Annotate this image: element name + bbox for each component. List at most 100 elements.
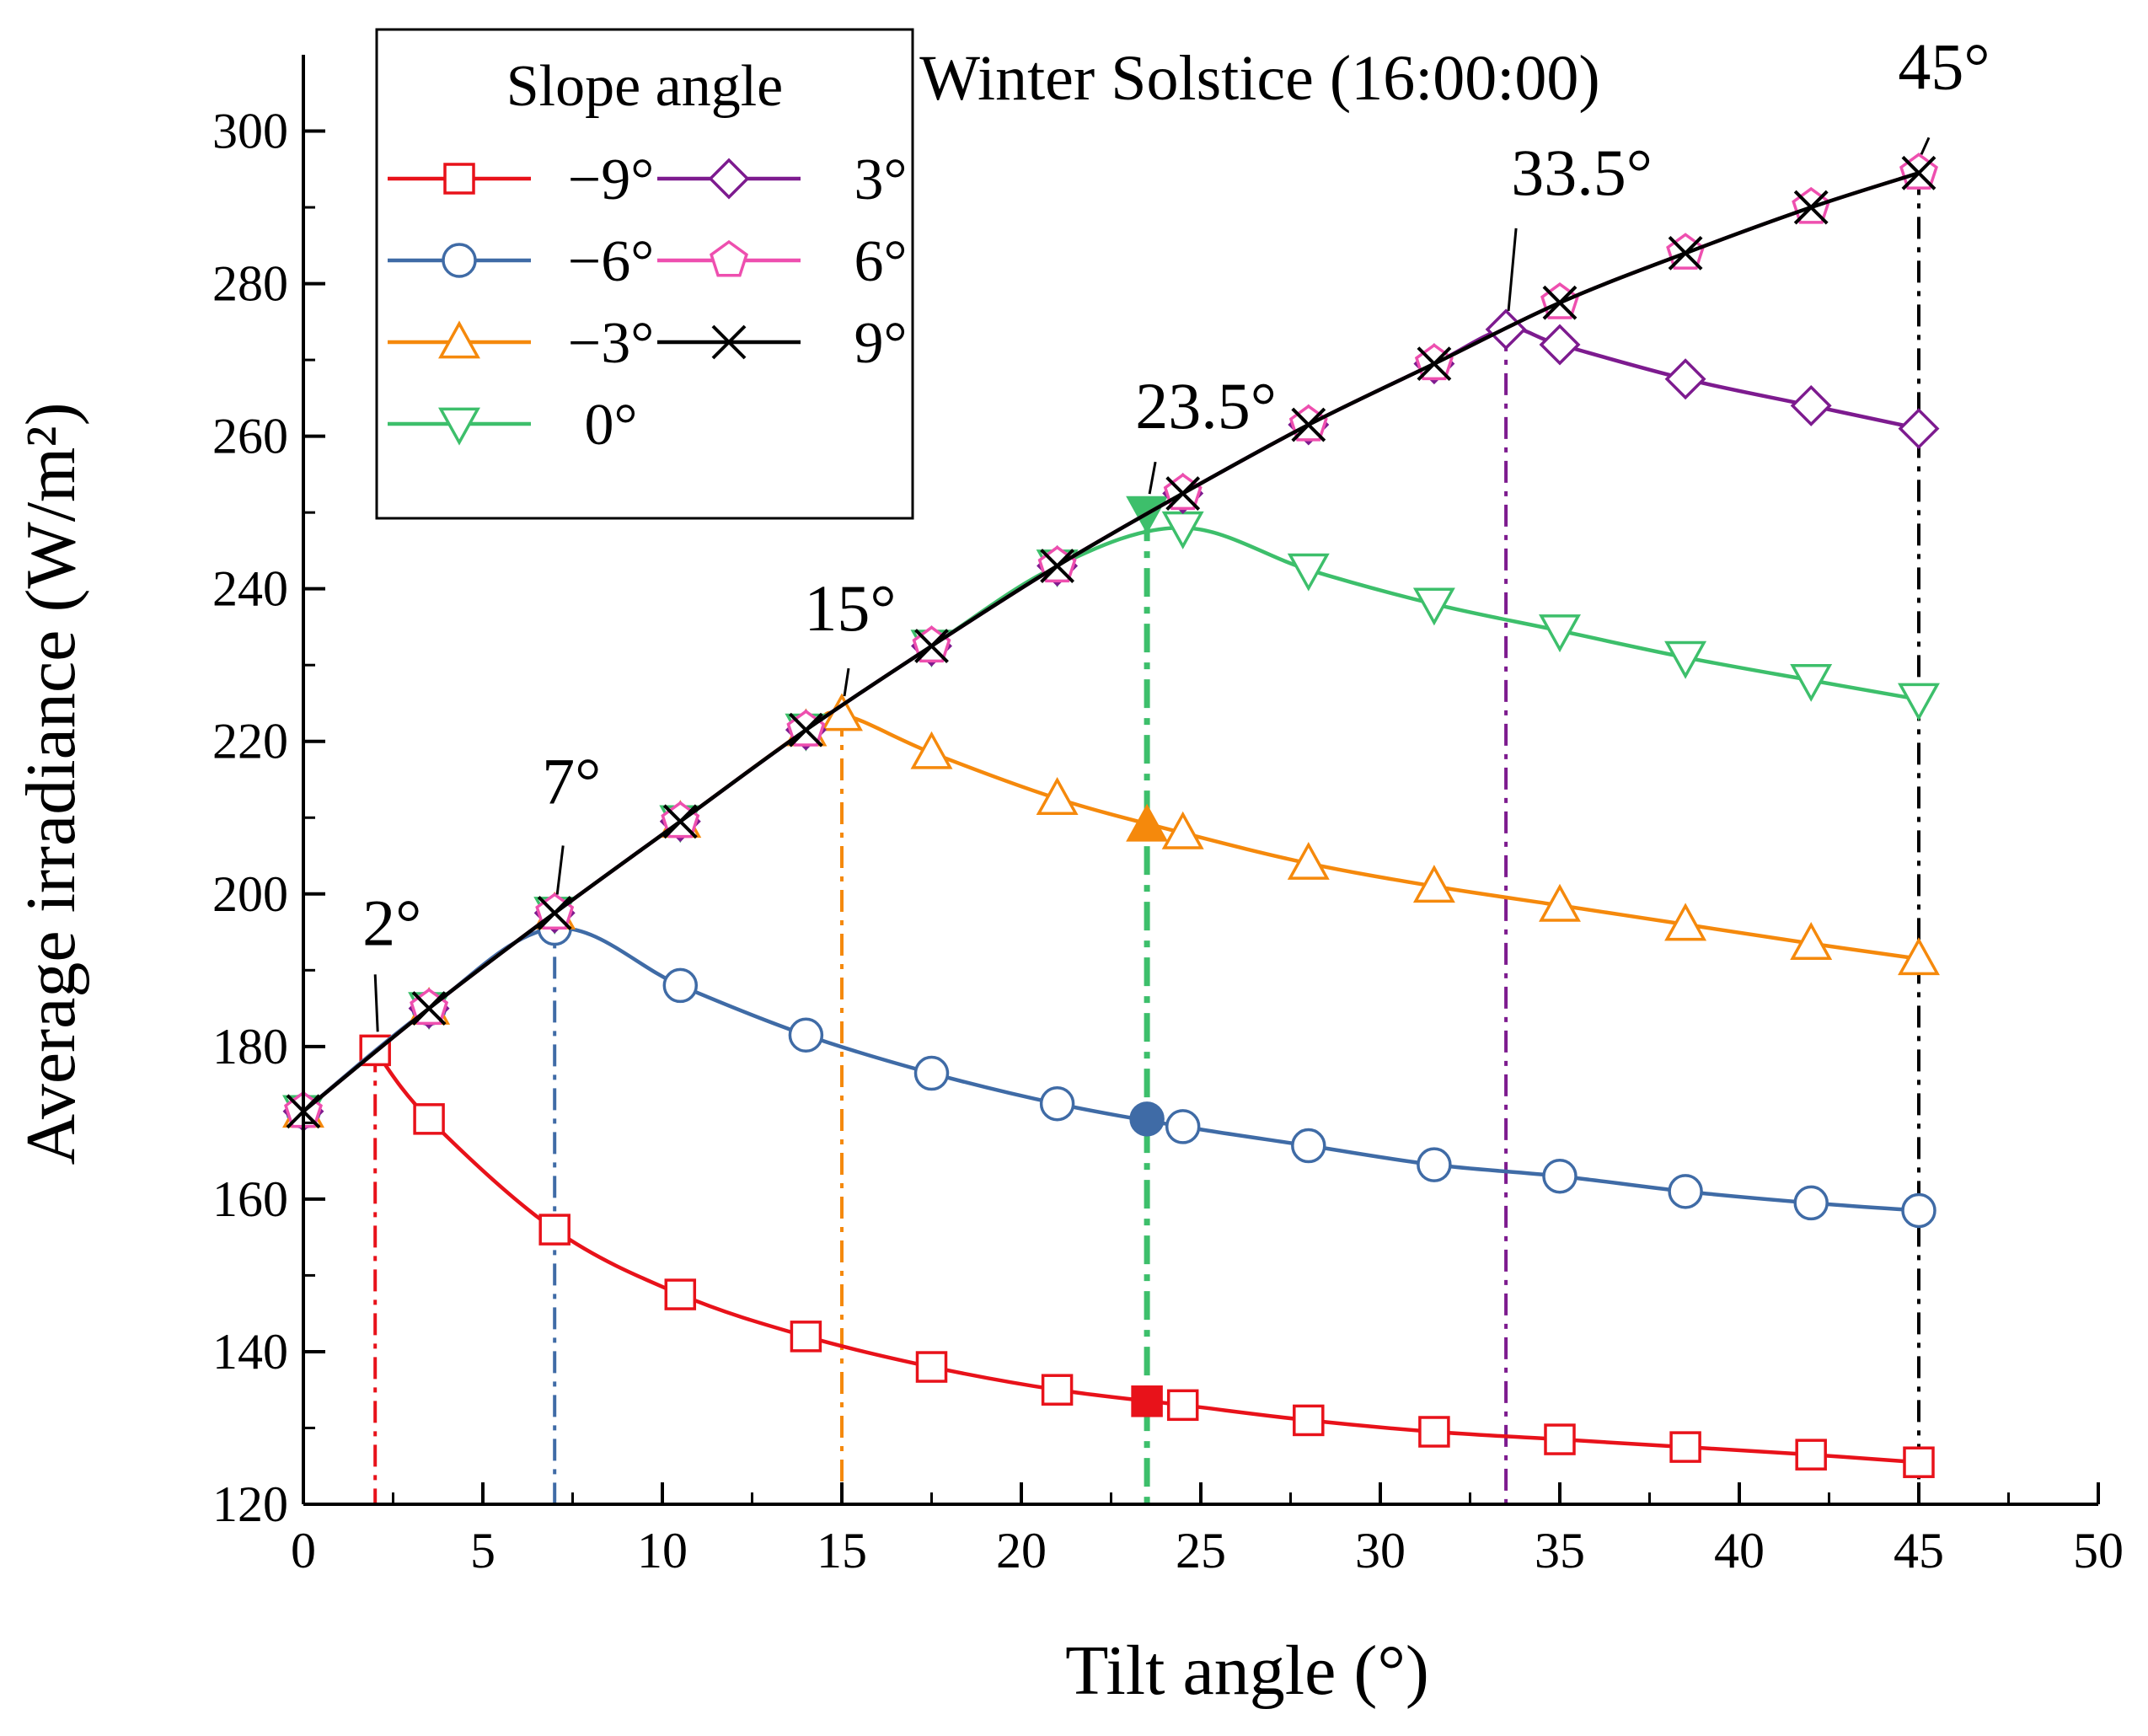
chart-title: Winter Solstice (16:00:00) [919, 43, 1599, 114]
data-point [1412, 587, 1455, 626]
data-point [1542, 285, 1578, 320]
legend-label: 9° [854, 311, 908, 376]
data-point [662, 804, 698, 839]
legend-entry: −6° [388, 229, 654, 294]
x-tick-label: 5 [470, 1523, 495, 1578]
data-point [1544, 1423, 1576, 1455]
highlight-point [1129, 1101, 1165, 1137]
legend-entry: −9° [388, 147, 654, 212]
data-point [1793, 190, 1829, 225]
data-point [1668, 235, 1703, 271]
y-tick-label: 240 [212, 561, 288, 617]
data-point [1901, 155, 1936, 190]
legend-marker [443, 163, 475, 195]
x-tick-label: 40 [1714, 1523, 1765, 1578]
legend-label: −9° [568, 147, 654, 212]
data-point [1795, 1439, 1827, 1471]
annotation-leader [555, 845, 565, 895]
data-point [913, 1055, 950, 1091]
axes: 0 5 10 15 20 25 30 35 40 45 50 120 140 160 180 200 220 24… [212, 55, 2124, 1578]
x-tick-label: 0 [291, 1523, 316, 1578]
series-2 [282, 693, 1940, 1128]
y-tick-label: 200 [212, 866, 288, 922]
annotation-leader [1920, 137, 1931, 155]
legend-marker [438, 320, 480, 359]
data-point [1542, 1158, 1578, 1194]
x-tick-label: 20 [996, 1523, 1047, 1578]
legend-marker [711, 324, 747, 360]
data-point [1539, 614, 1581, 653]
y-tick-label: 280 [212, 256, 288, 312]
data-point [1417, 346, 1452, 382]
annotation-label: 45° [1898, 29, 1990, 103]
series-6 [286, 155, 1936, 1129]
data-point [1166, 1389, 1199, 1422]
x-tick-label: 25 [1176, 1523, 1226, 1578]
data-point [1790, 663, 1833, 702]
legend-label: −6° [568, 229, 654, 294]
x-tick-label: 15 [817, 1523, 867, 1578]
series-0 [359, 1034, 1935, 1478]
data-point [1293, 1404, 1325, 1437]
data-point [1898, 937, 1940, 976]
legend: Slope angle −9° −6° −3° 0° 3° 6° 9° [375, 28, 914, 520]
data-point [1664, 358, 1706, 400]
data-point [1287, 841, 1330, 880]
annotation-label: 7° [542, 744, 601, 817]
y-tick-label: 160 [212, 1171, 288, 1227]
series-line [302, 926, 1920, 1213]
data-point [1903, 1446, 1935, 1478]
legend-marker [442, 243, 477, 278]
data-point [915, 1351, 948, 1383]
data-point [1036, 777, 1079, 815]
series-line [302, 526, 1920, 1113]
legend-label: 0° [585, 393, 638, 458]
legend-marker [708, 158, 750, 200]
data-point [1669, 1431, 1701, 1463]
legend-entry: 6° [657, 229, 908, 294]
x-axis-label: Tilt angle (°) [1065, 1632, 1429, 1710]
data-point [1668, 1174, 1703, 1209]
data-point [1287, 553, 1330, 592]
annotations: 2° 7° 15° 23.5° 33.5° 45° [362, 29, 1990, 1032]
data-point [1901, 1192, 1936, 1229]
data-point [537, 896, 572, 930]
data-point [1041, 1374, 1074, 1406]
data-point [1165, 1109, 1201, 1144]
annotation-label: 15° [804, 571, 896, 645]
data-point [1539, 324, 1581, 366]
y-tick-label: 300 [212, 104, 288, 159]
data-point [1790, 384, 1832, 426]
data-point [664, 1278, 697, 1310]
annotation-leader [843, 667, 850, 697]
data-point [1539, 883, 1581, 922]
data-point [1291, 1128, 1326, 1164]
data-point [790, 1321, 822, 1353]
annotation-label: 2° [362, 886, 421, 959]
annotation-label: 23.5° [1135, 369, 1277, 442]
legend-entries: −9° −6° −3° 0° 3° 6° 9° [388, 147, 908, 458]
annotation-leader [373, 974, 379, 1032]
data-point [788, 712, 823, 747]
highlight-point [1131, 1385, 1163, 1417]
annotation-label: 33.5° [1511, 136, 1653, 209]
data-point [788, 1017, 824, 1053]
legend-entry: 0° [388, 393, 638, 458]
annotation-leader [1507, 228, 1518, 312]
legend-marker [438, 407, 480, 446]
legend-entry: 9° [657, 311, 908, 376]
data-point [1412, 865, 1455, 903]
annotation-leader [1148, 461, 1157, 495]
data-point [1898, 408, 1940, 450]
x-tick-label: 30 [1355, 1523, 1406, 1578]
data-point [1898, 683, 1940, 721]
data-point [1161, 811, 1204, 849]
y-tick-label: 220 [212, 714, 288, 769]
series-1 [286, 910, 1936, 1229]
data-point [1793, 1185, 1829, 1221]
series-layer [282, 153, 1940, 1478]
data-point [910, 731, 953, 769]
data-point [1165, 476, 1201, 511]
legend-marker [710, 239, 748, 277]
y-tick-label: 260 [212, 409, 288, 464]
